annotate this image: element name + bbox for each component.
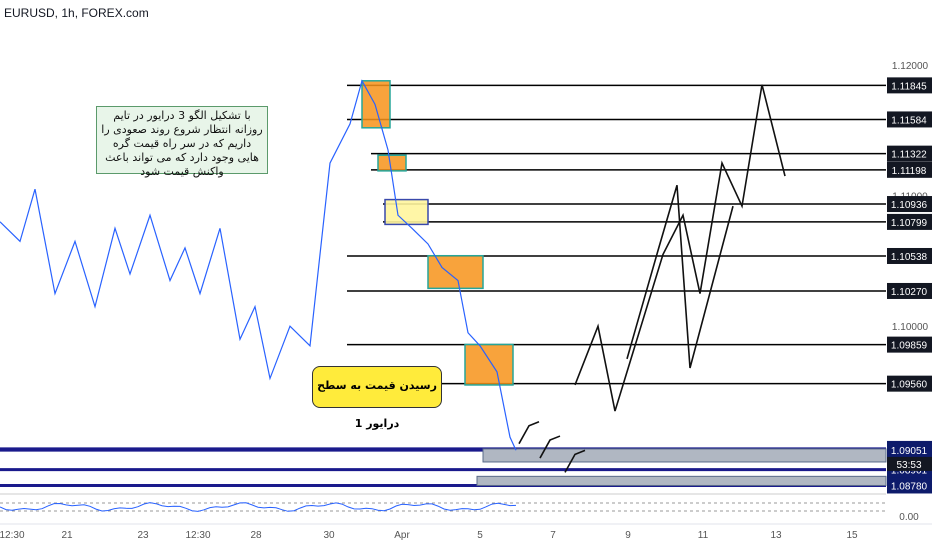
- price-label-bg: [887, 145, 932, 162]
- price-label-bg: [887, 442, 932, 459]
- x-tick-label: 28: [250, 530, 262, 541]
- zone-box: [384, 198, 429, 226]
- x-tick-label: 12:30: [185, 530, 210, 541]
- x-tick-label: 30: [323, 530, 335, 541]
- y-tick-label: 1.12000: [892, 61, 929, 72]
- x-tick-label: 5: [477, 530, 483, 541]
- callout-label: رسیدن قیمت به سطح درایور 1: [312, 366, 442, 430]
- y-tick-label: 1.10000: [892, 322, 929, 333]
- price-label: 1.11322: [891, 150, 927, 161]
- countdown-bg: [887, 456, 932, 471]
- zone-box: [427, 254, 484, 290]
- zone-box: [377, 154, 407, 172]
- x-tick-label: 9: [625, 530, 631, 541]
- price-label: 1.09051: [891, 446, 928, 457]
- price-label: 1.09859: [891, 341, 928, 352]
- price-series-line: [0, 79, 517, 451]
- price-label: 1.08780: [891, 481, 928, 492]
- up-arrow: [518, 420, 540, 445]
- x-tick-label: 15: [846, 530, 858, 541]
- zone-box: [464, 343, 514, 386]
- price-label: 1.08901: [891, 466, 928, 477]
- x-tick-label: 21: [61, 530, 73, 541]
- zone-box: [476, 475, 887, 486]
- x-tick-label: 7: [550, 530, 556, 541]
- price-label: 1.11584: [891, 115, 927, 126]
- price-label-bg: [887, 477, 932, 494]
- price-label: 1.09560: [891, 380, 928, 391]
- projection-path: [626, 185, 734, 369]
- price-label-bg: [887, 111, 932, 128]
- x-tick-label: Apr: [394, 530, 410, 541]
- price-label: 1.10270: [891, 287, 928, 298]
- price-label-bg: [887, 161, 932, 178]
- price-label-bg: [887, 213, 932, 230]
- x-tick-label: 13: [770, 530, 782, 541]
- x-tick-label: 12:30: [0, 530, 25, 541]
- rsi-tick-label: 0.00: [899, 512, 919, 523]
- price-label-bg: [887, 336, 932, 353]
- x-tick-label: 23: [137, 530, 149, 541]
- annotation-note: با تشکیل الگو 3 درایور در تایم روزانه ان…: [96, 106, 268, 178]
- price-label-bg: [887, 282, 932, 299]
- price-label: 1.11198: [892, 166, 927, 177]
- up-arrow: [539, 435, 561, 459]
- price-label: 1.10936: [891, 200, 928, 211]
- zone-box: [482, 448, 887, 463]
- price-label: 1.10538: [891, 252, 928, 263]
- zone-box: [361, 80, 391, 129]
- price-label-bg: [887, 196, 932, 213]
- price-label-bg: [887, 77, 932, 94]
- price-label-bg: [887, 247, 932, 264]
- chart-title: EURUSD, 1h, FOREX.com: [4, 6, 149, 20]
- price-label-bg: [887, 375, 932, 392]
- x-tick-label: 11: [698, 530, 709, 541]
- price-label: 1.10799: [891, 218, 928, 229]
- rsi-line: [0, 502, 517, 512]
- projection-path: [574, 84, 786, 412]
- countdown-label: 53:53: [896, 460, 921, 471]
- price-label: 1.11845: [891, 81, 927, 92]
- up-arrow: [564, 449, 586, 473]
